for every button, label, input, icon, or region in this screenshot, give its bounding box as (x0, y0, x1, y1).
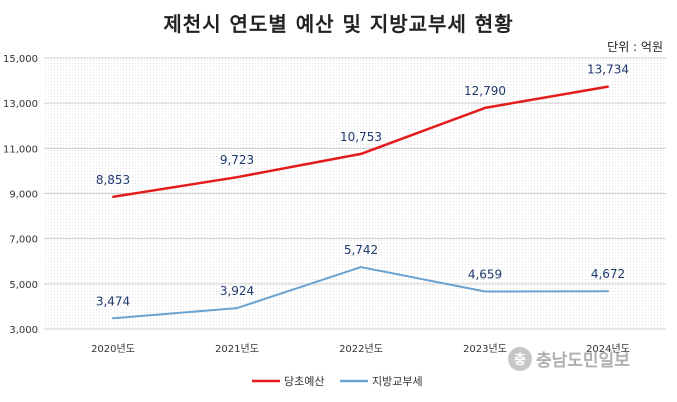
data-label: 5,742 (344, 243, 378, 257)
data-labels: 8,853 9,723 10,753 12,790 13,734 3,474 3,924 5,… (96, 63, 629, 309)
data-label: 4,672 (591, 267, 625, 281)
data-point (360, 152, 362, 155)
watermark-logo-icon: 충 (508, 346, 532, 371)
x-tick-label: 2020년도 (91, 343, 135, 355)
data-point (484, 290, 486, 293)
gridlines (44, 57, 666, 330)
series-lines (112, 85, 609, 320)
data-label: 13,734 (587, 63, 629, 77)
x-tick-label: 2023년도 (463, 343, 507, 355)
data-point (236, 307, 238, 310)
data-label: 9,723 (220, 153, 254, 167)
y-tick-label: 11,000 (3, 144, 38, 155)
x-tick-label: 2021년도 (215, 343, 259, 355)
watermark-text: 충남도민일보 (536, 351, 630, 371)
y-tick-label: 15,000 (3, 54, 38, 65)
data-point (360, 266, 362, 269)
data-point (607, 290, 609, 293)
x-tick-label: 2022년도 (339, 343, 383, 355)
y-tick-label: 7,000 (9, 235, 38, 246)
data-point (112, 317, 114, 320)
y-axis: 3,000 5,000 7,000 9,000 11,000 13,000 15,000 (3, 54, 38, 336)
chart-title: 제천시 연도별 예산 및 지방교부세 현황 (163, 12, 514, 36)
data-point (236, 176, 238, 179)
legend: 당초예산 지방교부세 (252, 375, 423, 388)
x-axis: 2020년도 2021년도 2022년도 2023년도 2024년도 (91, 343, 630, 355)
data-point (484, 106, 486, 109)
y-tick-label: 5,000 (9, 280, 38, 291)
legend-label: 지방교부세 (372, 375, 423, 388)
data-label: 4,659 (468, 268, 502, 282)
data-label: 3,474 (96, 294, 130, 308)
y-tick-label: 3,000 (9, 325, 38, 336)
y-tick-label: 13,000 (3, 99, 38, 110)
data-label: 3,924 (220, 284, 254, 298)
data-point (112, 195, 114, 198)
watermark: 충 충남도민일보 (508, 346, 630, 371)
x-tick-label: 2024년도 (586, 343, 630, 355)
unit-note: 단위 : 억원 (607, 40, 663, 54)
legend-label: 당초예산 (284, 375, 324, 388)
data-label: 8,853 (96, 173, 130, 187)
data-label: 12,790 (464, 84, 506, 98)
y-tick-label: 9,000 (9, 190, 38, 201)
data-point (607, 85, 609, 88)
data-label: 10,753 (340, 130, 382, 144)
